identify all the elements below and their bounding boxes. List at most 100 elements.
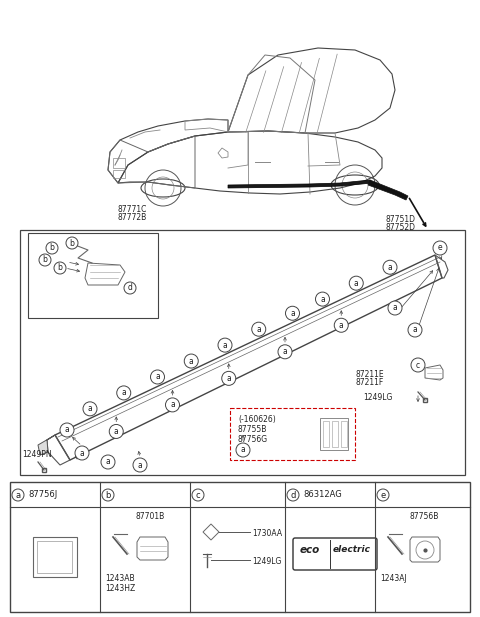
Circle shape	[102, 489, 114, 501]
Text: a: a	[354, 279, 359, 288]
Text: 1249LG: 1249LG	[252, 557, 281, 566]
Text: a: a	[138, 460, 143, 470]
Bar	[113, 170, 125, 178]
Text: a: a	[106, 457, 110, 466]
Text: a: a	[15, 491, 21, 500]
Circle shape	[109, 424, 123, 439]
Text: d: d	[128, 283, 132, 292]
Circle shape	[39, 254, 51, 266]
Text: a: a	[320, 294, 325, 304]
Circle shape	[151, 370, 165, 384]
Text: a: a	[290, 308, 295, 318]
Text: 87756J: 87756J	[28, 490, 57, 499]
Text: 87701B: 87701B	[135, 512, 164, 521]
Text: 87772B: 87772B	[118, 213, 147, 222]
Text: a: a	[88, 404, 92, 413]
Circle shape	[124, 282, 136, 294]
Circle shape	[433, 241, 447, 255]
Text: 1730AA: 1730AA	[252, 529, 282, 538]
Circle shape	[236, 443, 250, 457]
Text: 1243HZ: 1243HZ	[105, 584, 135, 593]
Bar	[323, 421, 329, 447]
Text: 87755B: 87755B	[238, 425, 267, 434]
Bar	[28, 233, 158, 318]
Circle shape	[218, 338, 232, 352]
Text: d: d	[290, 491, 296, 500]
Text: 1243AJ: 1243AJ	[380, 574, 407, 583]
Circle shape	[12, 489, 24, 501]
Text: a: a	[393, 304, 397, 312]
Circle shape	[60, 423, 74, 437]
FancyBboxPatch shape	[293, 538, 377, 570]
Text: 87751D: 87751D	[385, 215, 415, 224]
Text: eco: eco	[300, 545, 320, 555]
Circle shape	[334, 318, 348, 332]
Text: 1249LG: 1249LG	[363, 393, 392, 402]
Text: 87756G: 87756G	[238, 435, 268, 444]
Polygon shape	[38, 435, 55, 455]
Text: b: b	[43, 255, 48, 265]
Text: 1249PN: 1249PN	[22, 450, 52, 459]
Circle shape	[287, 489, 299, 501]
Bar	[20, 230, 465, 475]
Circle shape	[66, 237, 78, 249]
Circle shape	[377, 489, 389, 501]
Text: b: b	[49, 244, 54, 252]
Text: a: a	[170, 400, 175, 410]
Text: 87211E: 87211E	[355, 370, 384, 379]
Bar	[113, 158, 125, 168]
Circle shape	[286, 306, 300, 320]
Text: electric: electric	[333, 545, 371, 554]
Bar	[10, 482, 470, 612]
Circle shape	[46, 242, 58, 254]
Text: 86312AG: 86312AG	[303, 490, 342, 499]
Circle shape	[117, 386, 131, 400]
Text: c: c	[416, 360, 420, 370]
Circle shape	[101, 455, 115, 469]
Circle shape	[252, 322, 266, 336]
Bar	[230, 408, 355, 460]
Polygon shape	[368, 180, 408, 200]
Bar	[332, 421, 338, 447]
Text: b: b	[70, 239, 74, 247]
Text: a: a	[114, 427, 119, 436]
Circle shape	[192, 489, 204, 501]
Text: b: b	[105, 491, 111, 500]
Circle shape	[222, 371, 236, 386]
Text: a: a	[339, 321, 344, 329]
Text: a: a	[413, 326, 418, 334]
Text: 87771C: 87771C	[118, 205, 147, 214]
Circle shape	[388, 301, 402, 315]
Bar	[33, 537, 77, 577]
Circle shape	[315, 292, 329, 306]
Text: a: a	[256, 325, 261, 334]
Text: a: a	[80, 449, 84, 457]
Text: a: a	[283, 347, 288, 356]
Bar	[37, 541, 72, 573]
Text: a: a	[65, 426, 70, 434]
Circle shape	[166, 398, 180, 412]
Text: a: a	[121, 389, 126, 397]
Text: 87211F: 87211F	[355, 378, 383, 387]
Text: (-160626): (-160626)	[238, 415, 276, 424]
Text: a: a	[388, 263, 392, 271]
Text: 87756B: 87756B	[410, 512, 439, 521]
Text: a: a	[189, 357, 193, 365]
Circle shape	[349, 276, 363, 290]
Bar	[341, 421, 347, 447]
Text: e: e	[380, 491, 385, 500]
Text: e: e	[438, 244, 442, 252]
Circle shape	[133, 458, 147, 472]
Circle shape	[75, 446, 89, 460]
Text: a: a	[155, 373, 160, 381]
Text: a: a	[240, 445, 245, 455]
Circle shape	[411, 358, 425, 372]
Text: 1243AB: 1243AB	[105, 574, 134, 583]
Circle shape	[83, 402, 97, 416]
Text: c: c	[196, 491, 200, 500]
Text: b: b	[58, 263, 62, 273]
Bar	[320, 418, 348, 450]
Circle shape	[54, 262, 66, 274]
Text: a: a	[227, 374, 231, 383]
Polygon shape	[228, 180, 372, 188]
